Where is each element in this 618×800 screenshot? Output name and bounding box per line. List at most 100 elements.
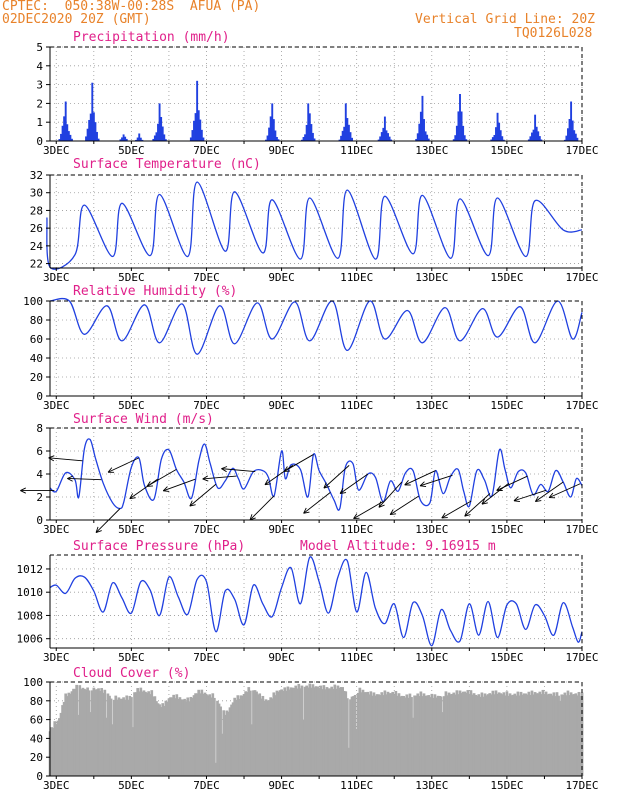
cloud-bar [453, 694, 457, 776]
panel-pres: 1006 1008 1010 1012 3DEC 5DEC 7DEC 9DEC 11DEC 13D… [17, 539, 599, 664]
y-tick-label: 1008 [17, 609, 44, 622]
wind-vector-head [441, 512, 446, 519]
x-tick-label: 17DEC [565, 399, 598, 412]
cloud-bar [178, 697, 182, 776]
wind-vector-shaft [249, 495, 275, 521]
precip-bar [138, 133, 141, 141]
cloud-bar [389, 693, 393, 776]
cloud-bar [385, 694, 388, 776]
cloud-bar [153, 696, 157, 776]
wind-vector-arrow [339, 473, 369, 494]
cloud-bar [136, 688, 140, 776]
precip-bar [97, 138, 100, 141]
cloud-bar [461, 691, 465, 776]
precip-bar [135, 139, 138, 141]
cloud-bar [480, 692, 484, 776]
cloud-bar [399, 696, 402, 776]
x-tick-label: 9DEC [268, 271, 295, 284]
precip-bar [157, 123, 159, 141]
cloud-bar [263, 700, 266, 776]
wind-vector-shaft [464, 493, 491, 517]
cloud-bar [53, 721, 57, 776]
y-tick-label: 30 [30, 187, 43, 200]
cloud-bar [392, 694, 396, 776]
cloud-bar [123, 699, 127, 776]
precip-bar [423, 119, 425, 141]
x-tick-label: 15DEC [490, 651, 523, 664]
cloud-bar [275, 690, 279, 776]
y-tick-label: 80 [30, 314, 43, 327]
cloud-bar [319, 685, 323, 776]
cloud-bar [535, 693, 539, 776]
cloud-bar [105, 717, 108, 776]
y-tick-label: 100 [23, 295, 43, 308]
cloud-bar [544, 691, 548, 776]
cloud-bar [522, 693, 526, 776]
cloud-bar [540, 694, 543, 776]
precip-bar [307, 103, 310, 141]
wind-vector-arrow [67, 475, 102, 482]
cloud-bar [228, 707, 232, 776]
precip-bar [268, 127, 271, 141]
precip-bar [571, 120, 574, 141]
cloud-bar [514, 695, 518, 776]
cloud-bar [333, 684, 337, 776]
cloud-bar [344, 691, 348, 776]
precip-bar [463, 135, 466, 141]
precip-bar [416, 133, 419, 141]
precip-bar [141, 139, 144, 141]
run-date-label: 02DEC2020 20Z (GMT) [2, 12, 151, 27]
wind-vector-arrow [548, 483, 581, 499]
cloud-bar [314, 686, 318, 776]
cloud-bar [430, 693, 434, 776]
panel-title: Precipitation (mm/h) [73, 30, 230, 45]
cloud-bar [410, 697, 413, 776]
cloud-bar [572, 694, 576, 776]
cloud-bar [524, 693, 528, 776]
cloud-bar [133, 692, 136, 776]
wind-vector-arrow [48, 455, 83, 462]
cloud-bar [256, 694, 260, 776]
cloud-bar [169, 697, 172, 776]
x-tick-label: 13DEC [415, 399, 448, 412]
precip-bar [457, 111, 460, 141]
cloud-bar [529, 694, 532, 776]
wind-vector-arrow [221, 466, 256, 473]
x-tick-label: 5DEC [118, 779, 145, 792]
cloud-bar [538, 691, 542, 776]
precip-bar [160, 116, 163, 141]
cloud-bar [341, 687, 345, 776]
cloud-bar [98, 690, 102, 776]
wind-vector-shaft [202, 475, 237, 480]
y-tick-label: 5 [36, 41, 43, 54]
wind-vector-head [67, 475, 74, 479]
precip-bar [199, 119, 202, 141]
temp-line [46, 181, 583, 270]
precip-bar [385, 130, 388, 141]
cloud-bar [297, 683, 301, 776]
wind-vector-head [107, 467, 113, 473]
cloud-bar [220, 733, 224, 776]
wind-vector-head [129, 493, 134, 499]
precip-bar [491, 137, 494, 141]
precip-bar [535, 126, 538, 141]
cloud-bar [508, 693, 512, 776]
cloud-bar [117, 697, 121, 776]
wind-vector-head [390, 513, 397, 516]
cloud-bar [566, 690, 570, 776]
precip-bar [71, 138, 73, 141]
precip-bar [567, 128, 569, 141]
cloud-bar [555, 692, 559, 776]
wind-vector-head [378, 501, 382, 508]
cloud-bar [175, 694, 179, 776]
cloud-bar [78, 685, 82, 776]
cloud-bar [294, 685, 298, 776]
cloud-bar [150, 690, 154, 776]
wind-vector-head [162, 486, 168, 492]
cloud-bar [295, 688, 299, 776]
cloud-bar [248, 690, 252, 776]
cloud-bar [172, 694, 176, 776]
cloud-bar [310, 687, 313, 776]
cloud-bar [189, 696, 193, 776]
cloud-bar [432, 697, 435, 776]
